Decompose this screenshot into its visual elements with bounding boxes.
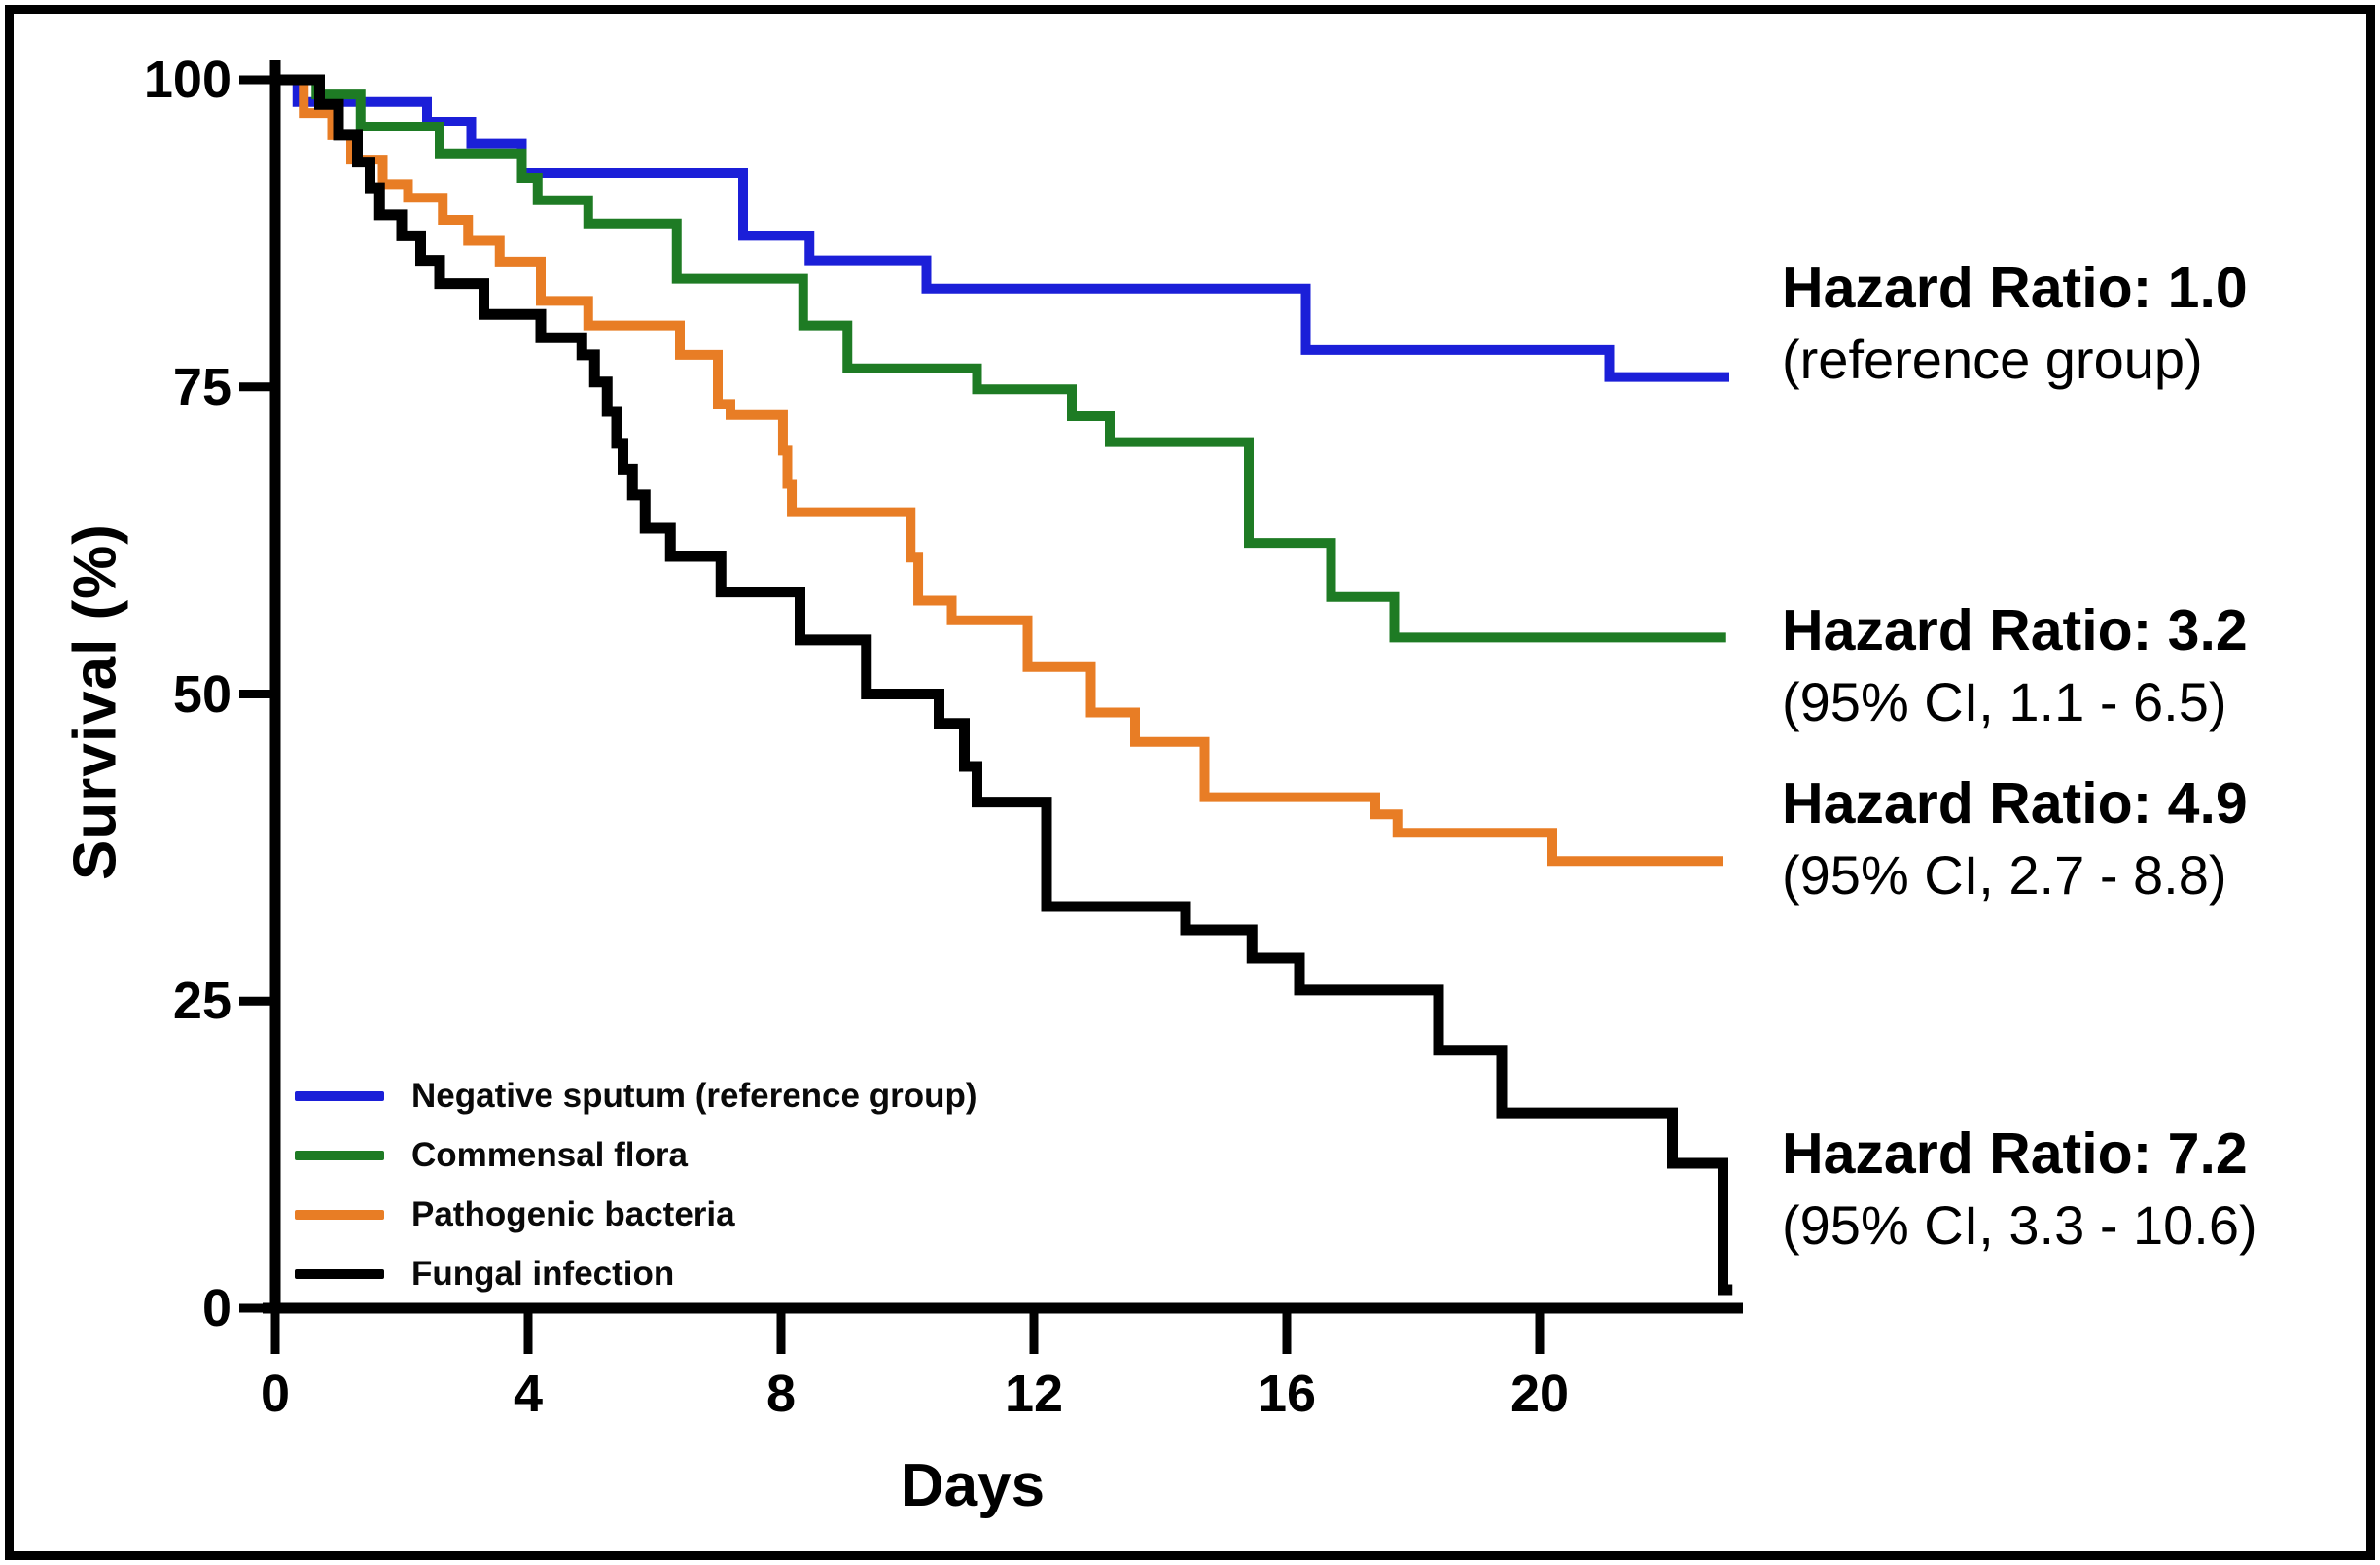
- x-tick-label: 4: [513, 1365, 544, 1423]
- survival-curve-commensal-flora: [275, 75, 1726, 643]
- survival-curve-fungal-infection: [275, 74, 1733, 1296]
- x-tick-label: 8: [765, 1365, 797, 1423]
- legend-item-label: Fungal infection: [411, 1254, 675, 1293]
- hazard-ratio-value: Hazard Ratio: 1.0: [1782, 256, 2248, 320]
- y-tick-label: 0: [201, 1279, 231, 1337]
- y-tick-label: 50: [172, 664, 231, 724]
- hazard-ratio-value: Hazard Ratio: 3.2: [1782, 598, 2248, 662]
- legend-item: Negative sputum (reference group): [295, 1066, 977, 1125]
- y-tick-label: 25: [172, 972, 231, 1031]
- legend: Negative sputum (reference group) Commens…: [295, 1066, 977, 1303]
- hazard-ratio-ci: (reference group): [1782, 329, 2203, 390]
- x-axis-title: Days: [900, 1452, 1046, 1519]
- hazard-ratio-ci: (95% CI, 3.3 - 10.6): [1782, 1194, 2257, 1256]
- hazard-ratio-annotation: Hazard Ratio: 3.2 (95% CI, 1.1 - 6.5): [1782, 595, 2248, 737]
- hazard-ratio-ci: (95% CI, 1.1 - 6.5): [1782, 671, 2227, 732]
- hazard-ratio-annotation: Hazard Ratio: 7.2 (95% CI, 3.3 - 10.6): [1782, 1119, 2257, 1261]
- y-tick-label: 75: [172, 357, 231, 416]
- hazard-ratio-ci: (95% CI, 2.7 - 8.8): [1782, 844, 2227, 906]
- x-tick-label: 20: [1510, 1365, 1570, 1423]
- legend-swatch: [295, 1209, 384, 1220]
- legend-swatch: [295, 1150, 384, 1160]
- legend-item-label: Negative sputum (reference group): [411, 1076, 977, 1115]
- survival-curve-negative-sputum-reference-group: [275, 75, 1729, 382]
- legend-item-label: Pathogenic bacteria: [411, 1194, 735, 1233]
- hazard-ratio-annotation: Hazard Ratio: 1.0 (reference group): [1782, 253, 2248, 395]
- legend-item: Fungal infection: [295, 1244, 977, 1303]
- x-tick-label: 16: [1257, 1365, 1317, 1423]
- x-tick-label: 0: [260, 1365, 291, 1423]
- y-tick-label: 100: [143, 51, 231, 109]
- hazard-ratio-value: Hazard Ratio: 7.2: [1782, 1121, 2248, 1186]
- survival-curve-pathogenic-bacteria: [275, 75, 1723, 867]
- legend-item: Commensal flora: [295, 1125, 977, 1185]
- legend-item-label: Commensal flora: [411, 1135, 688, 1174]
- x-tick-label: 12: [1004, 1365, 1064, 1423]
- hazard-ratio-annotation: Hazard Ratio: 4.9 (95% CI, 2.7 - 8.8): [1782, 768, 2248, 910]
- legend-swatch: [295, 1268, 384, 1279]
- legend-item: Pathogenic bacteria: [295, 1185, 977, 1244]
- figure-border: [5, 5, 2375, 1560]
- legend-swatch: [295, 1090, 384, 1101]
- hazard-ratio-value: Hazard Ratio: 4.9: [1782, 771, 2248, 836]
